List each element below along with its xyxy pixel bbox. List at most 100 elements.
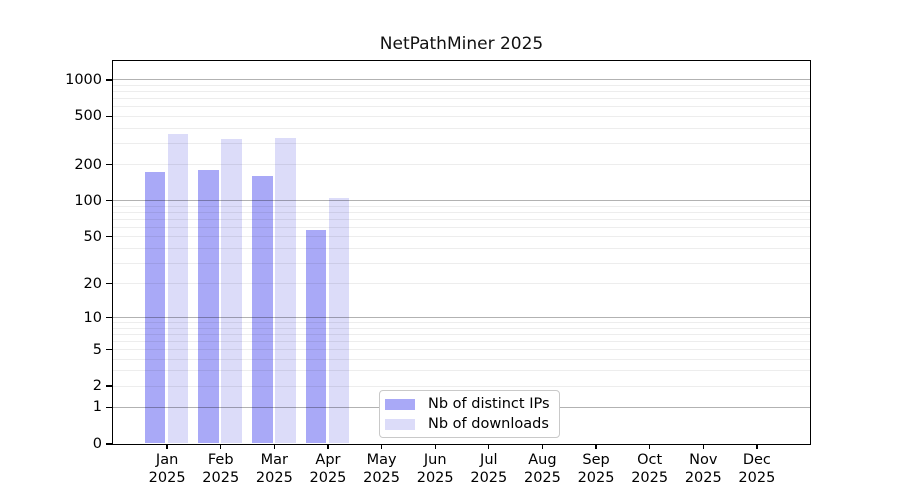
- y-tick-label: 50: [83, 228, 102, 245]
- x-tick-year: 2025: [416, 470, 454, 486]
- bar-downloads-feb: [221, 138, 243, 444]
- y-tick-label: 100: [74, 192, 102, 209]
- x-tick-year: 2025: [684, 470, 722, 486]
- y-tick-mark: [106, 200, 112, 202]
- gridline: [113, 226, 810, 228]
- bar-distinct-ips-feb: [198, 169, 220, 444]
- x-tick-mark: [327, 444, 329, 449]
- x-tick-year: 2025: [309, 470, 347, 486]
- x-tick-label: Jan 2025: [135, 451, 199, 487]
- y-tick-mark: [106, 282, 112, 285]
- y-tick-label: 0: [92, 436, 102, 452]
- y-tick-label: 10: [83, 309, 102, 326]
- x-tick-label: May 2025: [350, 451, 414, 487]
- gridline: [113, 127, 810, 129]
- y-tick-mark: [106, 443, 112, 445]
- x-tick-year: 2025: [202, 470, 240, 486]
- gridline: [113, 218, 810, 220]
- legend: Nb of distinct IPs Nb of downloads: [379, 390, 560, 438]
- x-tick-mark: [434, 444, 436, 449]
- x-tick-label: Dec 2025: [725, 451, 789, 487]
- x-tick-year: 2025: [255, 470, 293, 486]
- x-tick-year: 2025: [470, 470, 508, 486]
- x-tick-mark: [649, 444, 651, 449]
- gridline: [113, 317, 810, 319]
- legend-label-distinct-ips: Nb of distinct IPs: [428, 396, 550, 412]
- gridline: [113, 333, 810, 335]
- gridline: [113, 283, 810, 285]
- x-tick-year: 2025: [148, 470, 186, 486]
- y-tick-label: 20: [83, 275, 102, 292]
- chart-title: NetPathMiner 2025: [379, 34, 544, 54]
- x-tick-label: Nov 2025: [671, 451, 735, 487]
- gridline: [113, 340, 810, 342]
- x-tick-year: 2025: [363, 470, 401, 486]
- gridline: [113, 205, 810, 207]
- gridline: [113, 84, 810, 86]
- gridline: [113, 247, 810, 249]
- bar-downloads-apr: [328, 197, 350, 444]
- gridline: [113, 164, 810, 165]
- bars-layer: [113, 61, 810, 444]
- gridline: [113, 385, 810, 387]
- x-tick-label: Oct 2025: [618, 451, 682, 487]
- gridline: [113, 98, 810, 100]
- y-tick-mark: [106, 348, 112, 351]
- x-tick-label: Jul 2025: [457, 451, 521, 487]
- y-tick-mark: [106, 115, 112, 118]
- x-tick-mark: [380, 444, 383, 449]
- gridline: [113, 327, 810, 329]
- x-tick-mark: [273, 444, 275, 449]
- gridline: [113, 142, 810, 144]
- gridline: [113, 211, 810, 213]
- x-tick-label: Feb 2025: [189, 451, 253, 487]
- x-tick-mark: [756, 444, 758, 449]
- gridline: [113, 349, 810, 351]
- plot-area: Nb of distinct IPs Nb of downloads: [112, 60, 811, 445]
- legend-item-downloads: Nb of downloads: [385, 416, 550, 432]
- bar-distinct-ips-mar: [252, 176, 273, 444]
- y-tick-mark: [106, 316, 112, 319]
- x-tick-label: Jun 2025: [403, 451, 467, 487]
- x-tick-year: 2025: [577, 470, 615, 486]
- x-tick-label: Mar 2025: [242, 451, 306, 487]
- y-tick-label: 500: [74, 108, 102, 125]
- x-tick-mark: [595, 444, 597, 449]
- x-tick-year: 2025: [631, 470, 669, 486]
- gridline: [113, 370, 810, 372]
- legend-swatch-distinct-ips: [385, 398, 415, 410]
- y-tick-mark: [106, 79, 112, 81]
- gridline: [113, 322, 810, 324]
- gridline: [113, 262, 810, 264]
- y-tick-label: 1: [92, 399, 102, 416]
- gridline: [113, 106, 810, 108]
- x-tick-label: Aug 2025: [510, 451, 574, 487]
- y-tick-label: 1000: [65, 71, 102, 88]
- y-tick-label: 5: [92, 341, 102, 358]
- bar-downloads-mar: [275, 138, 296, 444]
- x-tick-label: Sep 2025: [564, 451, 628, 487]
- grid-layer: [113, 61, 810, 444]
- bar-distinct-ips-apr: [305, 230, 327, 444]
- bar-downloads-jan: [167, 134, 189, 444]
- x-tick-label: Apr 2025: [296, 451, 360, 487]
- gridline: [113, 79, 810, 81]
- legend-label-downloads: Nb of downloads: [428, 416, 549, 432]
- legend-item-distinct-ips: Nb of distinct IPs: [385, 396, 550, 412]
- gridline: [113, 91, 810, 93]
- gridline: [113, 115, 810, 117]
- gridline: [113, 200, 810, 202]
- x-tick-mark: [702, 444, 704, 449]
- x-tick-year: 2025: [523, 470, 561, 486]
- x-tick-mark: [488, 444, 490, 449]
- x-tick-mark: [541, 444, 544, 449]
- y-tick-label: 2: [92, 378, 102, 395]
- legend-swatch-downloads: [385, 418, 415, 430]
- y-tick-mark: [106, 385, 112, 387]
- gridline: [113, 236, 810, 238]
- y-tick-label: 200: [74, 156, 102, 173]
- x-tick-mark: [166, 444, 168, 449]
- x-tick-year: 2025: [738, 470, 776, 486]
- bar-distinct-ips-jan: [144, 171, 166, 444]
